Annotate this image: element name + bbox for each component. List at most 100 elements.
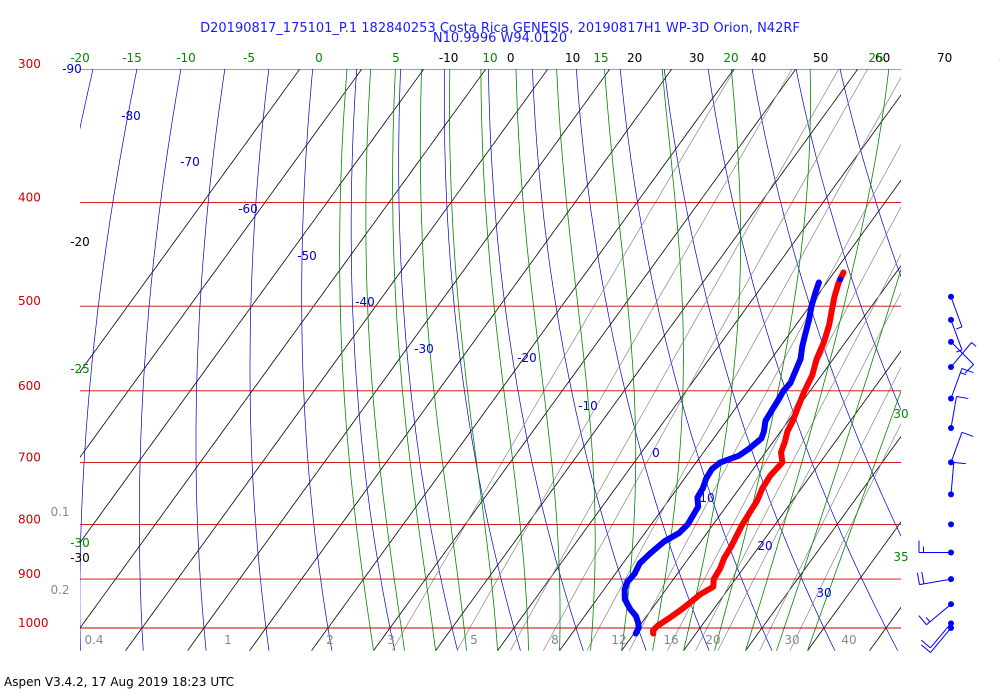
moist-adiabat-line xyxy=(556,69,596,651)
moist-adiabat-label: 20 xyxy=(723,51,738,65)
wind-barb xyxy=(948,316,963,353)
mixing-ratio-label: 20 xyxy=(705,633,720,647)
moist-adiabat-line xyxy=(745,69,890,651)
moist-adiabat-line xyxy=(776,268,901,651)
mixing-ratio-line xyxy=(586,76,901,651)
dry-adiabat-label: -90 xyxy=(62,62,82,76)
isotherm-line xyxy=(621,265,901,651)
pressure-tick-label: 700 xyxy=(18,450,41,464)
temperature-profile xyxy=(650,269,847,637)
wind-barb xyxy=(948,521,954,528)
moist-side-label: 30 xyxy=(893,407,908,421)
dry-adiabat-line xyxy=(795,69,901,412)
moist-adiabat-line xyxy=(339,69,374,651)
dry-adiabat-line xyxy=(138,69,182,651)
moist-side-label: 35 xyxy=(893,550,908,564)
mixing-ratio-label: 30 xyxy=(784,633,799,647)
moist-adiabat-line xyxy=(480,69,529,651)
isotherm-line xyxy=(311,69,735,651)
wind-barb xyxy=(948,338,974,374)
moist-adiabat-line xyxy=(515,69,561,651)
dry-adiabat-line xyxy=(488,69,584,651)
isotherm-tick-label: 20 xyxy=(627,51,642,65)
isotherm-tick-label: 30 xyxy=(689,51,704,65)
wind-barb xyxy=(918,601,954,626)
moist-adiabat-line xyxy=(604,69,637,651)
wind-barb xyxy=(948,342,977,371)
moist-adiabat-line xyxy=(449,69,498,651)
dewpoint-profile xyxy=(621,279,822,637)
wind-barb xyxy=(920,620,954,649)
mixing-ratio-line xyxy=(789,422,901,651)
wind-barb xyxy=(948,367,974,402)
moist-adiabat-line xyxy=(683,69,741,651)
isotherm-line xyxy=(80,69,487,629)
wind-barb xyxy=(948,431,974,466)
moist-adiabat-line xyxy=(365,69,405,651)
wind-barb xyxy=(948,462,966,498)
dry-adiabat-line xyxy=(839,69,901,278)
mixing-ratio-label: 5 xyxy=(470,633,478,647)
pressure-tick-label: 900 xyxy=(18,567,41,581)
mixing-ratio-line xyxy=(759,366,901,651)
dry-adiabat-label: 20 xyxy=(757,539,772,553)
mixing-ratio-label: 12 xyxy=(611,633,626,647)
isotherm-tick-label: 0 xyxy=(507,51,515,65)
mixing-ratio-label: 16 xyxy=(663,633,678,647)
isotherm-side-label: -20 xyxy=(70,235,90,249)
wind-barb xyxy=(948,293,963,330)
mixing-ratio-side-label: 0.2 xyxy=(50,583,69,597)
isotherm-tick-label: 80 xyxy=(999,51,1000,65)
pressure-tick-label: 600 xyxy=(18,379,41,393)
isotherm-line xyxy=(125,69,549,651)
isotherm-line xyxy=(683,350,901,651)
isotherm-line xyxy=(435,69,859,651)
isotherm-line xyxy=(869,606,901,651)
isotherm-line xyxy=(497,94,901,651)
dry-adiabat-label: -60 xyxy=(238,202,258,216)
isotherm-line xyxy=(373,69,797,651)
isotherm-line xyxy=(559,179,901,651)
moist-adiabat-label: -15 xyxy=(122,51,142,65)
moist-adiabat-line xyxy=(392,69,436,651)
dry-adiabat-label: -20 xyxy=(517,351,537,365)
dry-adiabat-label: -50 xyxy=(297,249,317,263)
dry-adiabat-label: -10 xyxy=(578,399,598,413)
dry-adiabat-line xyxy=(0,69,49,651)
mixing-ratio-side-label: 0.1 xyxy=(50,505,69,519)
mixing-ratio-line xyxy=(391,69,736,651)
dry-adiabat-line xyxy=(398,69,458,651)
dry-adiabat-label: 10 xyxy=(699,491,714,505)
moist-adiabat-label: -5 xyxy=(243,51,255,65)
mixing-ratio-line xyxy=(542,69,869,651)
moist-adiabat-line xyxy=(652,69,684,651)
isotherm-line xyxy=(80,69,301,373)
isotherm-line xyxy=(80,69,363,458)
dry-adiabat-line xyxy=(619,69,773,651)
isotherm-tick-label: 70 xyxy=(937,51,952,65)
isotherm-tick-label: 60 xyxy=(875,51,890,65)
mixing-ratio-label: 0.4 xyxy=(84,633,103,647)
moist-adiabat-label: 5 xyxy=(392,51,400,65)
wind-barb xyxy=(916,571,954,586)
mixing-ratio-label: 40 xyxy=(841,633,856,647)
isotherm-line xyxy=(249,69,673,651)
isotherm-side-label: -30 xyxy=(70,551,90,565)
pressure-tick-label: 800 xyxy=(18,512,41,526)
dry-adiabat-label: -40 xyxy=(355,295,375,309)
dry-adiabat-line xyxy=(301,69,333,651)
dry-adiabat-line xyxy=(249,69,270,651)
pressure-tick-label: 500 xyxy=(18,294,41,308)
isotherm-tick-label: 40 xyxy=(751,51,766,65)
moist-adiabat-label: 10 xyxy=(482,51,497,65)
moist-adiabat-line xyxy=(419,69,467,651)
moist-side-label: -25 xyxy=(70,362,90,376)
moist-adiabat-label: 15 xyxy=(593,51,608,65)
dry-adiabat-line xyxy=(576,69,710,651)
dry-adiabat-line xyxy=(443,69,521,651)
dry-adiabat-label: 0 xyxy=(652,446,660,460)
dry-adiabat-line xyxy=(532,69,647,651)
isotherm-line xyxy=(807,521,901,651)
dry-adiabat-line xyxy=(195,69,226,651)
